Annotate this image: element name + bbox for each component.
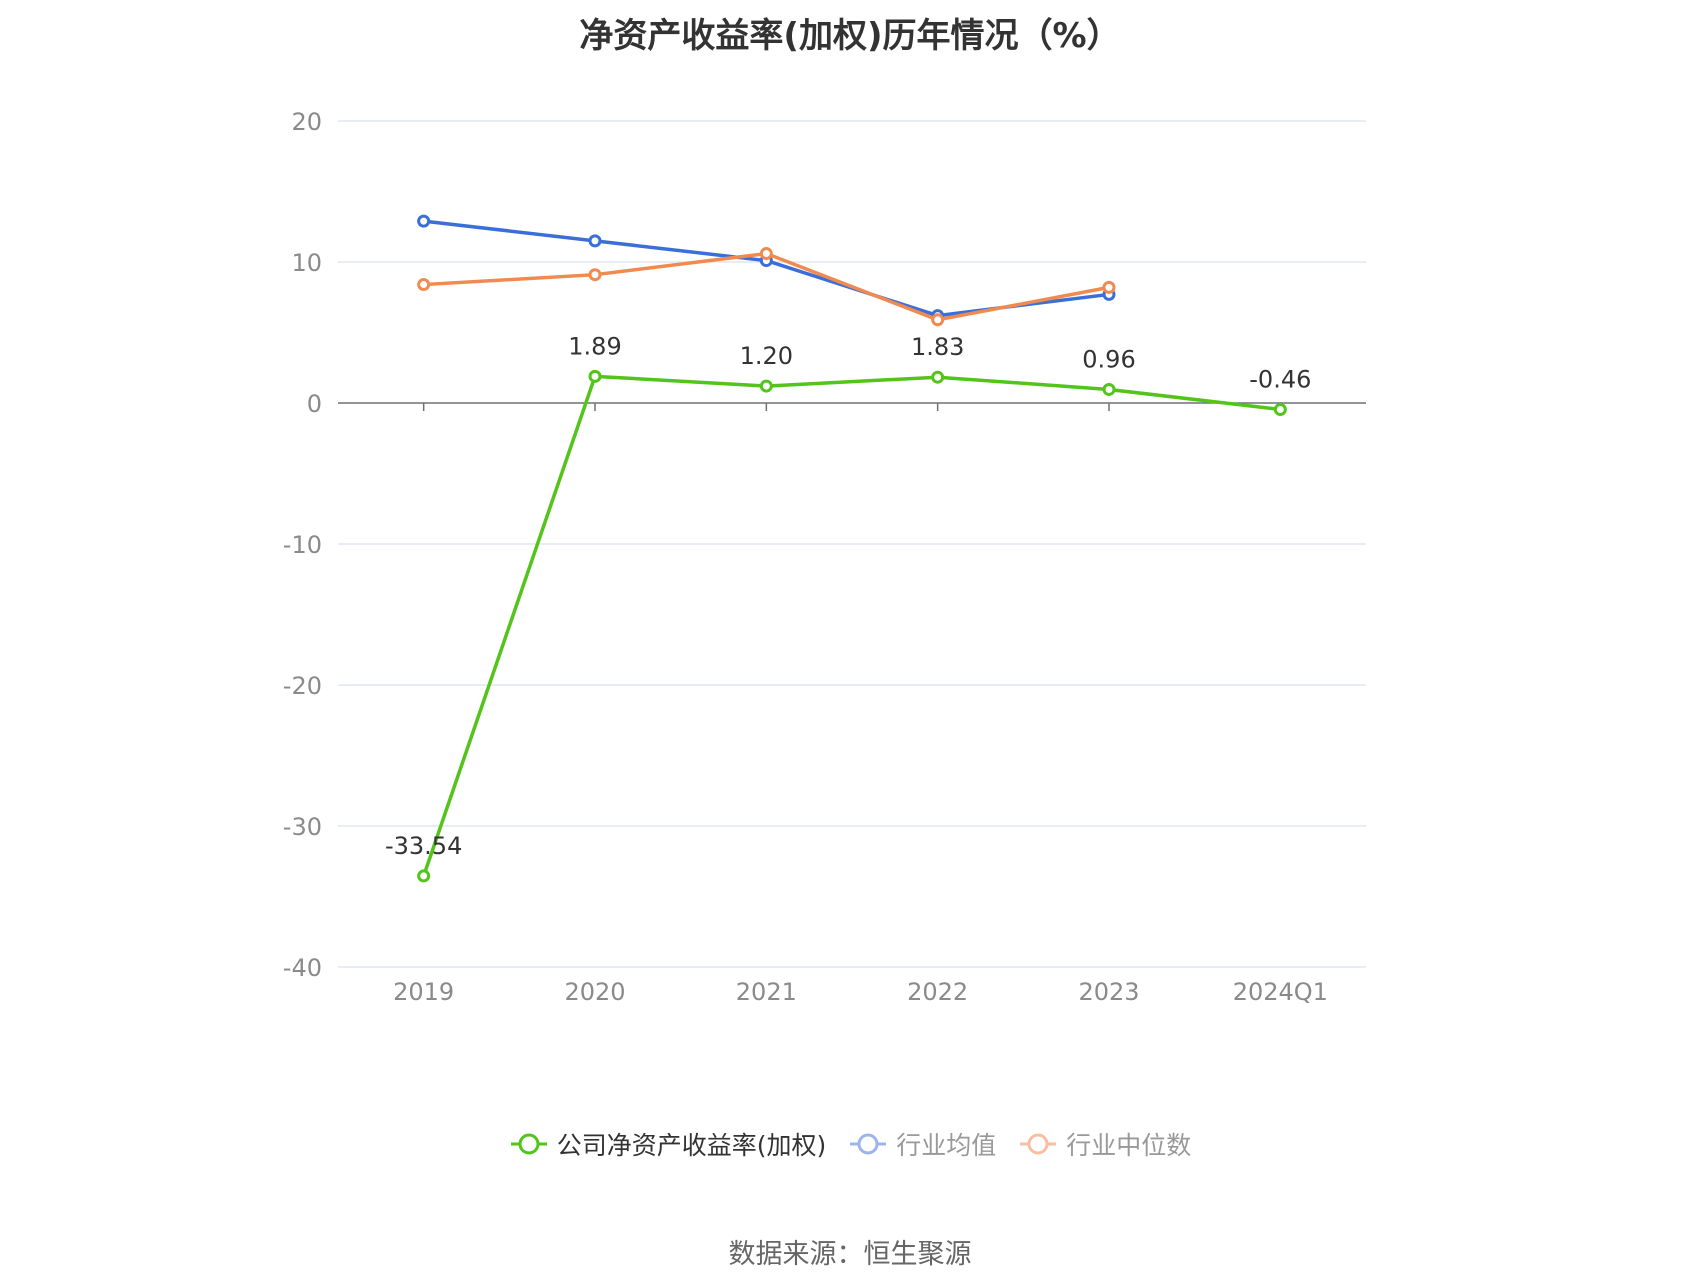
x-tick-label: 2020 <box>564 978 625 1006</box>
data-point <box>588 234 602 248</box>
chart-title: 净资产收益率(加权)历年情况（%） <box>579 16 1121 56</box>
data-point <box>588 268 602 282</box>
data-label: 0.96 <box>1082 345 1135 373</box>
y-tick-label: -20 <box>283 672 322 700</box>
x-tick-label: 2022 <box>907 978 968 1006</box>
x-tick-label: 2024Q1 <box>1233 978 1328 1006</box>
y-tick-label: 20 <box>291 108 322 136</box>
legend-item-company[interactable]: 公司净资产收益率(加权) <box>509 1126 827 1162</box>
legend-marker-company <box>510 1133 547 1155</box>
data-point <box>931 313 945 327</box>
y-tick-label: -30 <box>283 813 322 841</box>
y-tick-label: -10 <box>283 531 322 559</box>
legend: 公司净资产收益率(加权) 行业均值 行业中位数 <box>0 1126 1700 1162</box>
legend-label-industry-median: 行业中位数 <box>1066 1131 1192 1160</box>
data-point <box>759 379 773 393</box>
data-label: -33.54 <box>385 832 462 860</box>
x-tick-label: 2023 <box>1078 978 1139 1006</box>
legend-label-industry-avg: 行业均值 <box>896 1131 997 1160</box>
legend-marker-industry-avg <box>850 1133 887 1155</box>
legend-marker-industry-median <box>1020 1133 1057 1155</box>
data-point <box>931 370 945 384</box>
line-chart: 20 10 0 -10 -20 -30 -40 2019 2020 2021 2022 2023 202… <box>283 108 1366 1006</box>
data-point <box>1102 382 1116 396</box>
legend-item-industry-median[interactable]: 行业中位数 <box>1018 1126 1191 1162</box>
data-label: 1.83 <box>911 333 964 361</box>
data-point <box>417 214 431 228</box>
data-point <box>759 247 773 261</box>
data-point <box>1102 280 1116 294</box>
y-tick-label: -40 <box>283 954 322 982</box>
data-point <box>1273 402 1287 416</box>
data-point <box>588 369 602 383</box>
data-source: 数据来源：恒生聚源 <box>728 1239 972 1270</box>
y-tick-label: 0 <box>307 390 322 418</box>
series-line <box>423 219 1110 318</box>
data-label: 1.89 <box>568 332 621 360</box>
data-point <box>417 869 431 883</box>
x-tick-label: 2021 <box>736 978 797 1006</box>
x-tick-label: 2019 <box>393 978 454 1006</box>
data-label: -0.46 <box>1249 365 1311 393</box>
y-tick-label: 10 <box>291 249 322 277</box>
legend-item-industry-avg[interactable]: 行业均值 <box>848 1126 996 1162</box>
data-point <box>417 278 431 292</box>
series-line <box>422 374 1281 877</box>
data-label: 1.20 <box>740 342 793 370</box>
legend-label-company: 公司净资产收益率(加权) <box>556 1131 827 1160</box>
